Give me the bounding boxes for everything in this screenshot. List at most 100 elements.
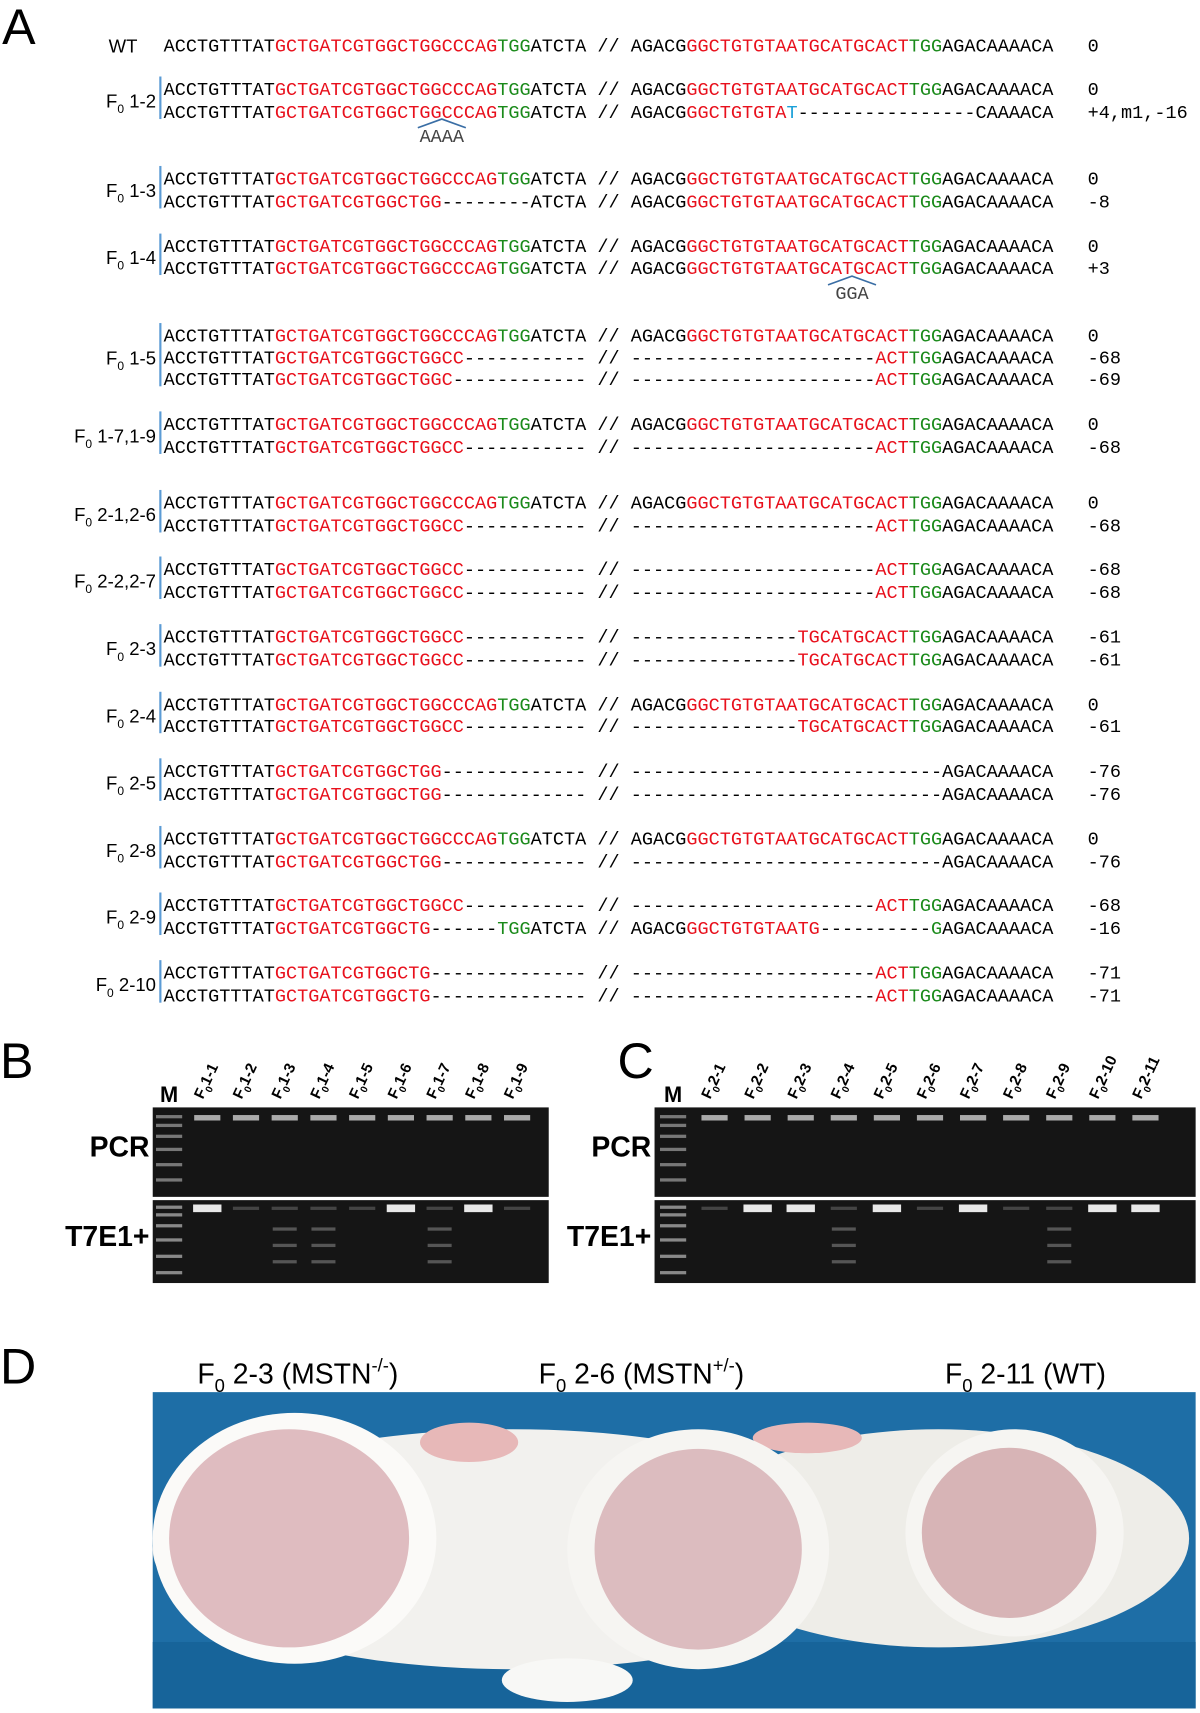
label-part: 2-2 [748,1061,773,1088]
ladder-band [156,1134,183,1138]
sequence-segment: ACT [875,438,908,459]
sequence-segment: AGACAAAACA [942,327,1054,348]
label-part: 1-9 [507,1061,532,1088]
sequence: ACCTGTTTATGCTGATCGTGGCTGG------------- /… [164,852,1055,873]
sequence-segment: ACCTGTTTAT [164,695,275,716]
rich-label: F02-5 [871,1060,905,1103]
sequence-segment: GGCTGTGTAATGCATGCACT [686,327,908,348]
label-part: 2-7 [963,1061,988,1088]
label-part: 1-7,1-9 [92,426,156,447]
sequence-segment: ACT [875,560,908,581]
sequence-segment: AGACAAAACA [942,36,1054,57]
indel-size: +3 [1088,259,1110,280]
indel-size: 0 [1088,415,1099,436]
sequence-segment: ACT [875,583,908,604]
sequence-segment: ACCTGTTTAT [164,896,275,917]
sequence-segment: --------ATCTA // AGACG [442,192,687,213]
sequence-segment: GCTGATCGTGGCTGGCC [275,628,464,649]
rich-label: F0 1-7,1-9 [74,426,156,452]
sequence-segment: AGACAAAACA [942,987,1054,1008]
rich-label: F0 2-8 [106,840,156,866]
sequence-segment: AGACAAAACA [942,560,1054,581]
sequence-segment: ---------- [820,919,931,940]
label-part: F [106,91,117,112]
sequence-segment: AGACAAAACA [942,415,1054,436]
sequence-segment: ACCTGTTTAT [164,80,275,101]
sequence-segment: AGACAAAACA [942,237,1054,258]
ladder-band [156,1147,183,1152]
sequence-segment: ACCTGTTTAT [164,259,275,280]
sequence-segment: ACCTGTTTAT [164,36,275,57]
label-part: 0 [117,102,124,116]
sequence-segment: GCTGATCGTGGCTGGCC [275,560,464,581]
sequence-segment: TGCATGCACT [798,717,909,738]
sequence: ACCTGTTTATGCTGATCGTGGCTGGCCCAGTGGATCTA /… [164,237,1055,258]
pcr-band [504,1115,531,1121]
sequence-segment: ACCTGTTTAT [164,987,275,1008]
label-part: 2-3 [124,638,156,659]
marker-label: M [664,1082,682,1107]
label-part: 1-6 [391,1061,416,1088]
sequence-segment: TGG [909,192,942,213]
sequence-segment: TGG [909,987,942,1008]
sequence-segment: TGG [909,80,942,101]
label-part: 1-2 [124,91,156,112]
ladder-band [156,1115,183,1119]
sequence-segment: AGACAAAACA [942,438,1054,459]
sequence-segment: ATCTA // AGACG [531,415,687,436]
label-part: F [106,705,117,726]
sequence-segment: GGCTGTGTAATGCATGCACT [686,830,908,851]
pcr-band [349,1115,376,1121]
sequence-segment: GCTGATCGTGGCTGG [275,852,442,873]
sequence-segment: GCTGATCGTGGCTG [275,919,431,940]
sequence-segment: ACCTGTTTAT [164,348,275,369]
pcr-band [1089,1115,1116,1121]
label-part: 0 [397,1084,410,1094]
label-part: 2-6 (MSTN [566,1358,713,1390]
rich-label: F0 2-2,2-7 [74,571,156,597]
sequence-segment: ACT [875,516,908,537]
sequence-segment: AGACAAAACA [942,964,1054,985]
sequence-segment: ATCTA // AGACG [531,103,687,124]
label-part: F [106,907,117,928]
sequence-segment: ACCTGTTTAT [164,830,275,851]
label-part: F [106,772,117,793]
sequence-segment: ACCTGTTTAT [164,628,275,649]
sequence-segment: ATCTA // AGACG [531,237,687,258]
cleaved-band [427,1227,452,1231]
sequence-segment: GCTGATCGTGGCTG [275,987,431,1008]
pcr-band [916,1115,944,1121]
label-part: 0 [215,1375,225,1396]
label-part: 0 [475,1084,488,1094]
sequence-segment: GCTGATCGTGGCTGGCCCAG [275,830,497,851]
sequence-segment: AGACAAAACA [942,192,1054,213]
sequence-segment: ----------- // --------------- [464,628,798,649]
label-part: 1-8 [468,1060,493,1088]
rich-label: F0 2-4 [106,705,156,731]
rich-label: F02-6 [914,1061,948,1103]
sequence-segment: GGCTGTGTAATG [686,919,819,940]
t7e1-band [916,1206,944,1210]
sequence: ACCTGTTTATGCTGATCGTGGCTGGCC----------- /… [164,651,1055,672]
sequence-segment: GCTGATCGTGGCTGGCCCAG [275,103,497,124]
indel-size: -71 [1088,987,1121,1008]
sequence-segment: GCTGATCGTGGCTGGCCCAG [275,170,497,191]
sequence-segment: ACCTGTTTAT [164,964,275,985]
ladder-band [660,1205,687,1209]
sequence-segment: ATCTA // AGACG [531,259,687,280]
rich-label: F02-2 [741,1061,775,1103]
t7e1-band [310,1206,337,1210]
pcr-band [310,1115,337,1121]
indel-size: -68 [1088,438,1121,459]
sequence: ACCTGTTTATGCTGATCGTGGCTGGCCCAGTGGATCTA /… [164,494,1055,515]
label-part: 0 [117,650,124,664]
rich-label: F0 2-9 [106,907,156,933]
sequence-segment: ACT [875,896,908,917]
sequence-segment: GCTGATCGTGGCTGGCC [275,651,464,672]
t7e1-band [786,1204,815,1213]
sequence-segment: ----------- // ---------------------- [464,896,875,917]
label-part: 0 [320,1084,333,1094]
label-part: 0 [962,1375,972,1396]
sequence-segment: ------ [431,919,498,940]
